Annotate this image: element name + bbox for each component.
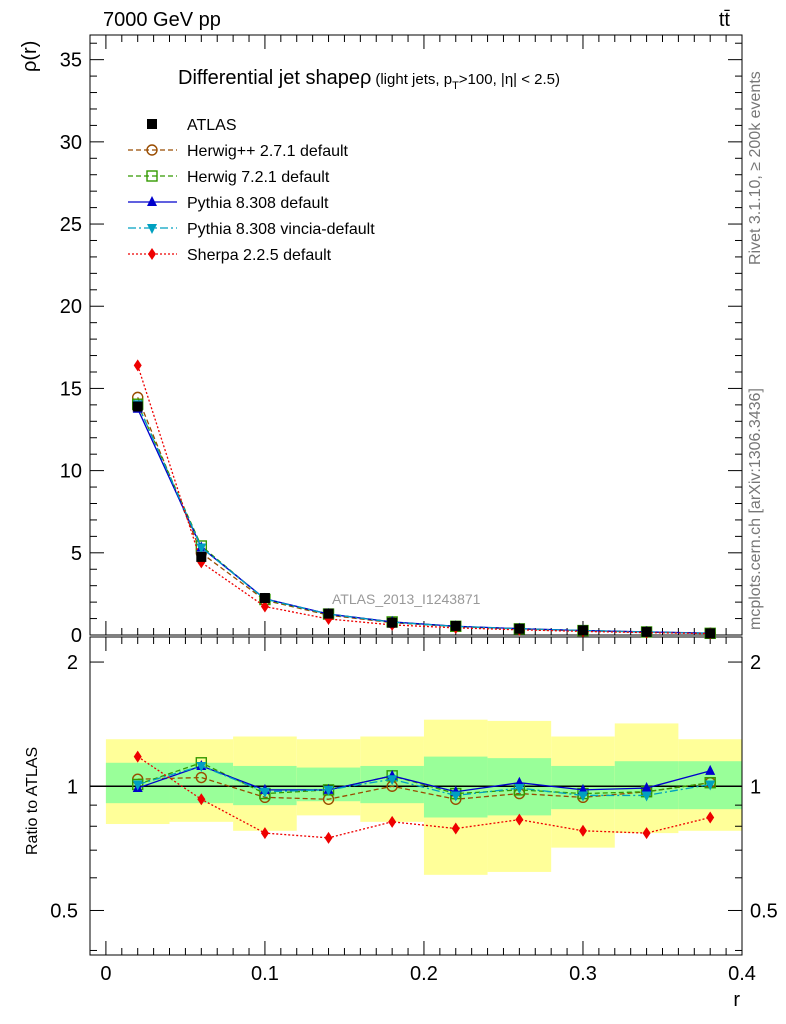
series-ratio-point bbox=[515, 813, 524, 826]
y-tick-label: 25 bbox=[60, 214, 82, 236]
x-tick-label: 0.2 bbox=[410, 963, 438, 985]
rivet-version-text: Rivet 3.1.10, ≥ 200k events bbox=[747, 71, 764, 265]
series-ratio-point bbox=[387, 775, 398, 786]
chart-title-qualifier-pre: (light jets, p bbox=[375, 71, 452, 88]
chart-title: Differential jet shapeρ (light jets, pT>1… bbox=[178, 67, 560, 92]
series-line bbox=[137, 403, 711, 634]
axis-ticks: 0 0.1 0.2 0.3 0.4 0 5 10 15 20 25 30 35 0.5 0.5 1 1 2 2 bbox=[50, 35, 778, 985]
series-ratio-point bbox=[324, 831, 333, 844]
series-ratio-line bbox=[137, 762, 711, 795]
series-line bbox=[137, 365, 711, 635]
x-tick-label: 0.3 bbox=[569, 963, 597, 985]
watermark: ATLAS_2013_I1243871 bbox=[332, 591, 481, 607]
series-ratio-point bbox=[197, 793, 206, 806]
ratio-y-axis-label: Ratio to ATLAS bbox=[24, 747, 41, 855]
legend-label: Pythia 8.308 vincia-default bbox=[187, 221, 375, 238]
plot-frames bbox=[89, 34, 743, 956]
legend-label: Sherpa 2.2.5 default bbox=[187, 247, 332, 264]
legend-marker bbox=[146, 170, 158, 182]
reference-point bbox=[259, 593, 270, 604]
series-ratio-point bbox=[259, 787, 270, 798]
y-tick-label: 10 bbox=[60, 461, 82, 483]
y-tick-label: 5 bbox=[71, 543, 82, 565]
series-ratio-point bbox=[451, 822, 460, 835]
header-left: 7000 GeV pp bbox=[103, 9, 221, 31]
chart-title-main: Differential jet shape bbox=[178, 67, 360, 89]
series-layer bbox=[132, 359, 716, 844]
ratio-y-tick-label-left: 0.5 bbox=[50, 900, 78, 922]
x-tick-label: 0.1 bbox=[251, 963, 279, 985]
legend-marker bbox=[146, 144, 158, 156]
y-tick-label: 15 bbox=[60, 378, 82, 400]
series-ratio-point bbox=[514, 784, 525, 795]
series-ratio-point bbox=[196, 761, 207, 772]
series-ratio-point bbox=[577, 791, 588, 802]
reference-point bbox=[577, 625, 588, 636]
legend: ATLAS Herwig++ 2.7.1 default Herwig 7.2.1 … bbox=[128, 117, 375, 264]
chart-title-qualifier-sub: T bbox=[452, 80, 459, 92]
series-ratio-point bbox=[323, 785, 334, 796]
series-point bbox=[260, 600, 269, 613]
series-ratio-point bbox=[705, 780, 716, 791]
chart-title-qualifier-post: >100, |η| < 2.5) bbox=[459, 71, 560, 88]
series-ratio-line bbox=[137, 776, 711, 800]
legend-marker-reference bbox=[147, 119, 157, 129]
ratio-plot-frame bbox=[89, 636, 743, 956]
series-ratio-point bbox=[260, 827, 269, 840]
reference-point bbox=[705, 628, 716, 639]
ratio-y-tick-label-right: 0.5 bbox=[750, 900, 778, 922]
y-axis-label: ρ(r) bbox=[19, 41, 41, 72]
mcplots-reference-text: mcplots.cern.ch [arXiv:1306.3436] bbox=[747, 388, 764, 630]
series-ratio-point bbox=[133, 750, 142, 763]
series-ratio-point bbox=[641, 791, 652, 802]
series-ratio-line bbox=[137, 765, 711, 793]
legend-label: Herwig 7.2.1 default bbox=[187, 169, 330, 186]
legend-marker bbox=[148, 248, 156, 260]
reference-point bbox=[514, 623, 525, 634]
x-tick-label: 0.4 bbox=[728, 963, 756, 985]
series-ratio-point bbox=[705, 764, 716, 775]
series-ratio-point bbox=[706, 811, 715, 824]
y-tick-label: 30 bbox=[60, 132, 82, 154]
reference-point bbox=[450, 620, 461, 631]
series-ratio-line bbox=[137, 756, 711, 839]
reference-point bbox=[323, 608, 334, 619]
series-ratio-point bbox=[450, 791, 461, 802]
series-ratio-point bbox=[577, 783, 588, 794]
x-tick-label: 0 bbox=[100, 963, 111, 985]
ratio-y-tick-label-left: 1 bbox=[67, 776, 78, 798]
legend-label: Pythia 8.308 default bbox=[187, 195, 329, 212]
series-ratio-point bbox=[641, 782, 652, 793]
legend-label-reference: ATLAS bbox=[187, 117, 237, 134]
series-ratio-point bbox=[132, 780, 143, 791]
header-right: tt̄ bbox=[719, 9, 731, 31]
x-axis-label: r bbox=[733, 989, 740, 1011]
reference-point bbox=[132, 401, 143, 412]
legend-marker bbox=[147, 224, 157, 234]
ratio-y-tick-label-right: 1 bbox=[750, 776, 761, 798]
ratio-y-tick-label-right: 2 bbox=[750, 652, 761, 674]
y-tick-label: 0 bbox=[71, 625, 82, 647]
series-ratio-point bbox=[388, 815, 397, 828]
chart-title-symbol: ρ bbox=[360, 67, 371, 89]
legend-marker bbox=[147, 196, 157, 206]
series-ratio-point bbox=[578, 824, 587, 837]
legend-label: Herwig++ 2.7.1 default bbox=[187, 143, 349, 160]
main-plot-frame bbox=[89, 34, 743, 636]
series-ratio-point bbox=[642, 827, 651, 840]
reference-point bbox=[641, 626, 652, 637]
series-ratio-line bbox=[137, 765, 711, 797]
reference-series bbox=[132, 401, 716, 639]
series-ratio-point bbox=[195, 771, 208, 784]
ratio-y-tick-label-left: 2 bbox=[67, 652, 78, 674]
y-tick-label: 35 bbox=[60, 50, 82, 72]
reference-point bbox=[196, 551, 207, 562]
reference-point bbox=[387, 617, 398, 628]
series-point bbox=[196, 543, 207, 554]
y-tick-label: 20 bbox=[60, 296, 82, 318]
series-point bbox=[133, 359, 142, 372]
